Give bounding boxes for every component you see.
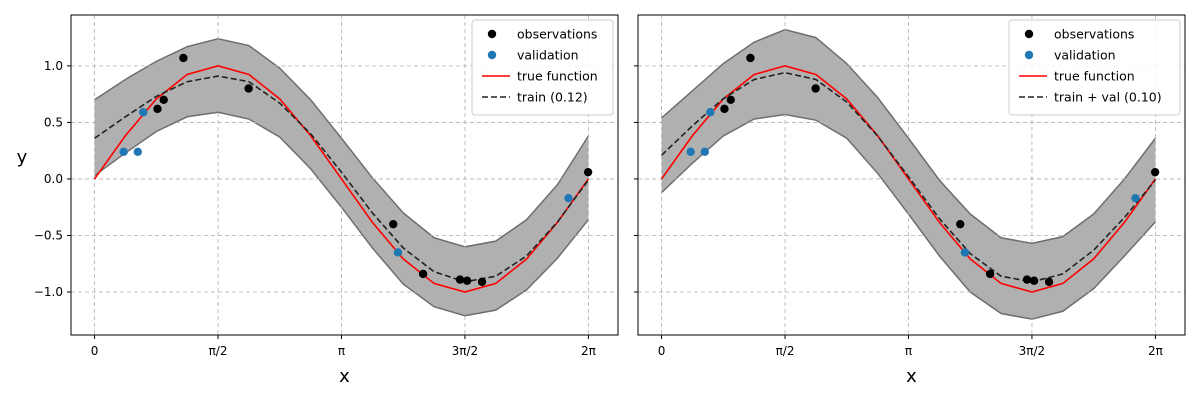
observation-point xyxy=(726,95,735,105)
legend-label: train (0.12) xyxy=(517,90,588,105)
observation-point xyxy=(244,84,253,93)
observation-point xyxy=(159,95,168,105)
x-tick-label: 3π/2 xyxy=(452,344,479,358)
true-function-line xyxy=(93,65,590,293)
legend-label: observations xyxy=(517,27,597,42)
x-axis-label: x xyxy=(339,366,350,387)
validation-point xyxy=(700,147,710,157)
y-tick-label: −1.0 xyxy=(34,285,63,299)
legend-label: validation xyxy=(1054,48,1116,63)
observation-point xyxy=(985,269,995,279)
observation-point xyxy=(462,276,472,285)
validation-point xyxy=(564,193,573,203)
axes-frame xyxy=(70,14,619,336)
x-tick-label: 2π xyxy=(1148,344,1163,358)
observation-point xyxy=(389,219,398,229)
observation-point xyxy=(1022,275,1032,284)
model-mean-line xyxy=(94,75,590,283)
y-axis-label: y xyxy=(17,147,28,168)
legend-box xyxy=(471,19,614,116)
observation-point xyxy=(455,275,465,284)
legend: observations validation true function train… xyxy=(1008,19,1181,116)
legend: observations validation true function train… xyxy=(471,19,614,116)
x-tick-label: π/2 xyxy=(776,344,795,358)
legend-observations-marker xyxy=(487,29,497,39)
x-tick-label: π/2 xyxy=(209,344,228,358)
chart-panel-1: 0 π/2 π 3π/2 2π −1.0 −0.5 0.0 0.5 1.0 x y observatio… xyxy=(17,14,619,387)
legend-label: train + val (0.10) xyxy=(1054,90,1162,105)
validation-point xyxy=(133,147,143,157)
y-tick-label: 0.5 xyxy=(44,115,63,129)
observation-point xyxy=(418,269,428,279)
band-upper-edge xyxy=(661,28,1156,245)
x-tick-label: 3π/2 xyxy=(1019,344,1046,358)
legend-label: observations xyxy=(1054,27,1134,42)
legend-validation-marker xyxy=(1024,50,1034,60)
y-tick-label: −0.5 xyxy=(34,228,63,242)
observation-point xyxy=(1044,277,1054,287)
observation-point xyxy=(811,84,820,93)
observation-point xyxy=(720,104,729,114)
observation-point xyxy=(477,277,487,287)
true-function-line xyxy=(660,65,1157,293)
legend-label: true function xyxy=(1054,69,1135,84)
axes-frame xyxy=(637,14,1186,336)
observation-point xyxy=(956,219,965,229)
chart-panel-2: 0 π/2 π 3π/2 2π x observations validation true f… xyxy=(634,14,1186,387)
band-upper-edge xyxy=(94,37,590,248)
observation-point xyxy=(1029,276,1039,285)
x-tick-label: π xyxy=(905,344,912,358)
validation-point xyxy=(393,248,403,257)
y-tick-label: 0.0 xyxy=(44,172,63,186)
observation-point xyxy=(746,53,755,63)
x-tick-label: π xyxy=(338,344,345,358)
observation-point xyxy=(1150,167,1160,177)
x-tick-label: 0 xyxy=(91,344,99,358)
observation-point xyxy=(179,53,188,63)
validation-point xyxy=(960,248,970,257)
model-mean-line xyxy=(661,71,1157,283)
x-tick-label: 0 xyxy=(658,344,666,358)
validation-point xyxy=(686,147,695,157)
observation-point xyxy=(153,104,162,114)
legend-observations-marker xyxy=(1024,29,1034,39)
validation-point xyxy=(1131,193,1140,203)
y-tick-label: 1.0 xyxy=(44,59,63,73)
legend-box xyxy=(1008,19,1181,116)
observation-point xyxy=(583,167,593,177)
validation-point xyxy=(706,108,715,117)
x-axis-label: x xyxy=(906,366,917,387)
legend-validation-marker xyxy=(487,50,497,60)
legend-label: true function xyxy=(517,69,598,84)
legend-label: validation xyxy=(517,48,579,63)
x-tick-label: 2π xyxy=(581,344,596,358)
validation-point xyxy=(119,147,128,157)
validation-point xyxy=(139,108,148,117)
